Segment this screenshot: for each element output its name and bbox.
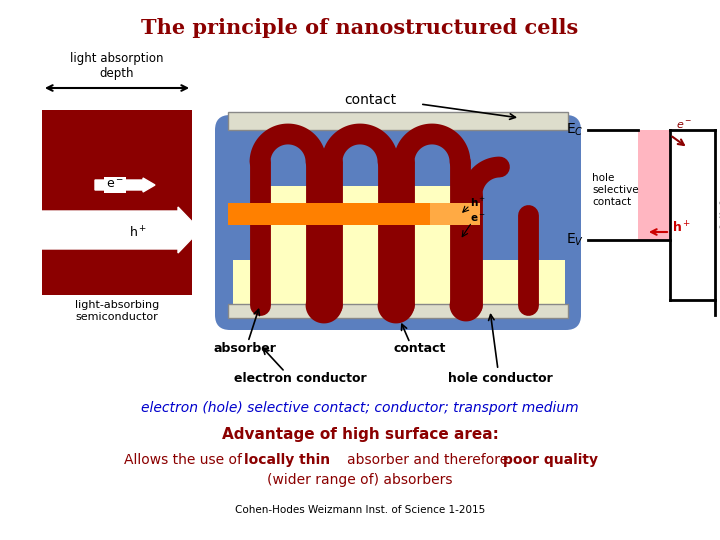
Text: Cohen-Hodes Weizmann Inst. of Science 1-2015: Cohen-Hodes Weizmann Inst. of Science 1-… <box>235 505 485 515</box>
Text: hole conductor: hole conductor <box>448 372 552 384</box>
FancyArrow shape <box>95 178 155 192</box>
Text: contact: contact <box>344 93 396 107</box>
Text: e$^-$: e$^-$ <box>470 213 486 224</box>
Text: The principle of nanostructured cells: The principle of nanostructured cells <box>141 18 579 38</box>
Text: e$^-$: e$^-$ <box>676 119 692 131</box>
Bar <box>338 186 382 301</box>
Text: electron conductor: electron conductor <box>234 372 366 384</box>
Bar <box>228 112 568 130</box>
Text: (wider range of) absorbers: (wider range of) absorbers <box>267 473 453 487</box>
Text: light absorption
depth: light absorption depth <box>71 52 163 80</box>
Bar <box>266 186 310 301</box>
Bar <box>228 304 568 318</box>
Bar <box>410 186 454 301</box>
Text: Advantage of high surface area:: Advantage of high surface area: <box>222 428 498 442</box>
Text: poor quality: poor quality <box>503 453 598 467</box>
Text: contact: contact <box>394 341 446 354</box>
Text: h$^+$: h$^+$ <box>470 195 486 208</box>
Text: absorber: absorber <box>214 341 276 354</box>
Text: electron
selective
contact: electron selective contact <box>718 198 720 232</box>
Bar <box>42 110 192 295</box>
Text: hole
selective
contact: hole selective contact <box>592 173 639 207</box>
FancyBboxPatch shape <box>215 115 581 330</box>
FancyArrow shape <box>25 207 200 253</box>
Bar <box>228 203 458 225</box>
Text: Allows the use of                        absorber and therefore: Allows the use of absorber and therefore <box>124 453 596 467</box>
Text: E$_V$: E$_V$ <box>566 232 584 248</box>
Text: electron (hole) selective contact; conductor; transport medium: electron (hole) selective contact; condu… <box>141 401 579 415</box>
Text: h$^+$: h$^+$ <box>129 225 147 241</box>
Text: e$^-$: e$^-$ <box>106 179 124 192</box>
FancyArrow shape <box>110 226 168 240</box>
Text: light-absorbing
semiconductor: light-absorbing semiconductor <box>75 300 159 322</box>
Bar <box>430 203 480 225</box>
Text: E$_C$: E$_C$ <box>567 122 584 138</box>
Text: h$^+$: h$^+$ <box>672 220 691 235</box>
Bar <box>638 130 670 240</box>
Text: locally thin: locally thin <box>244 453 330 467</box>
Bar <box>233 260 565 312</box>
